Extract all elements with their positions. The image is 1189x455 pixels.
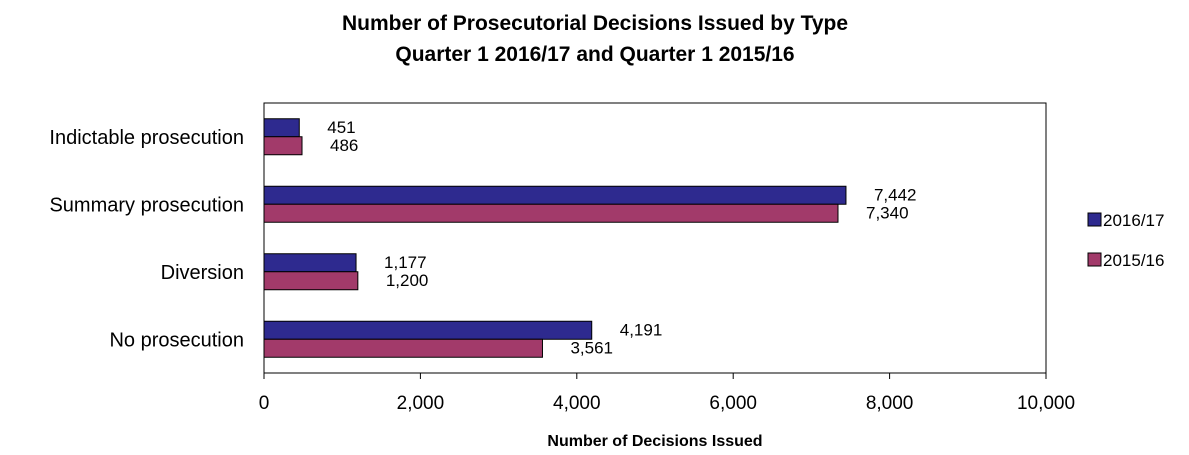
category-label: Diversion xyxy=(161,262,244,284)
x-axis-title: Number of Decisions Issued xyxy=(547,433,762,450)
x-tick-label: 8,000 xyxy=(866,393,914,414)
x-tick-label: 0 xyxy=(259,393,270,414)
bar-2015-16 xyxy=(263,203,839,223)
data-label: 451 xyxy=(327,118,355,137)
category-label: Summary prosecution xyxy=(49,194,244,216)
bar-2016-17 xyxy=(263,185,847,205)
bar-2015-16 xyxy=(263,271,359,291)
data-label: 7,340 xyxy=(866,203,909,222)
bar-2015-16 xyxy=(263,338,543,358)
legend-label: 2016/17 xyxy=(1103,211,1164,230)
data-label: 3,561 xyxy=(570,338,613,357)
bar-2016-17 xyxy=(263,320,593,340)
x-tick-label: 6,000 xyxy=(709,393,757,414)
bar-2015-16 xyxy=(263,136,303,156)
legend-swatch xyxy=(1087,212,1102,227)
chart-subtitle: Quarter 1 2016/17 and Quarter 1 2015/16 xyxy=(395,43,794,66)
bar-2016-17 xyxy=(263,118,300,138)
legend-swatch xyxy=(1087,252,1102,267)
data-label: 7,442 xyxy=(874,185,917,204)
data-label: 486 xyxy=(330,136,358,155)
data-label: 1,200 xyxy=(386,271,429,290)
data-label: 4,191 xyxy=(620,320,663,339)
plot-area-frame xyxy=(263,102,1047,374)
x-tick-label: 10,000 xyxy=(1017,393,1075,414)
x-tick-label: 2,000 xyxy=(397,393,445,414)
legend-label: 2015/16 xyxy=(1103,251,1164,270)
category-label: No prosecution xyxy=(109,329,244,351)
category-label: Indictable prosecution xyxy=(49,127,244,149)
chart-title: Number of Prosecutorial Decisions Issued… xyxy=(342,12,848,35)
x-tick-label: 4,000 xyxy=(553,393,601,414)
bar-2016-17 xyxy=(263,253,357,273)
data-label: 1,177 xyxy=(384,253,427,272)
